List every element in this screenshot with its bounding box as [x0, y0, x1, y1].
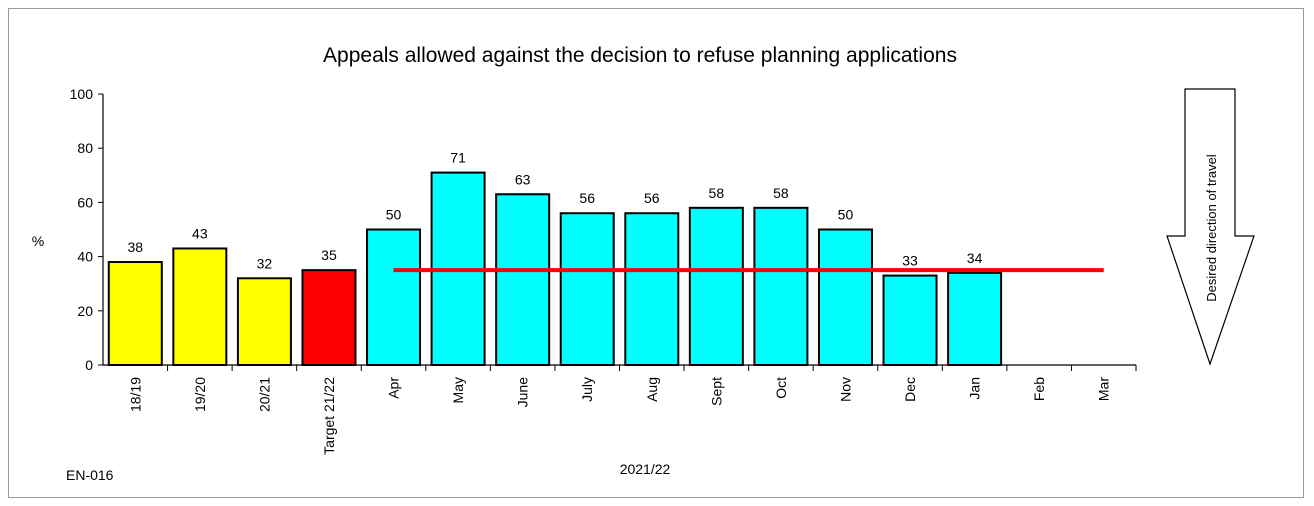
- direction-label: Desired direction of travel: [1204, 154, 1219, 302]
- bar: [947, 271, 1003, 366]
- data-label: 32: [257, 255, 273, 271]
- x-axis-label: 2021/22: [620, 461, 671, 477]
- category-label: Jan: [967, 377, 983, 400]
- category-label: Apr: [386, 377, 402, 399]
- category-label: Sept: [708, 377, 724, 406]
- data-label: 56: [644, 190, 660, 206]
- bar: [688, 206, 744, 366]
- category-label: Dec: [902, 377, 918, 402]
- data-label: 43: [192, 225, 208, 241]
- category-label: Feb: [1031, 377, 1047, 401]
- data-label: 56: [579, 190, 595, 206]
- category-label: June: [515, 377, 531, 408]
- bar: [753, 206, 809, 366]
- data-label: 38: [127, 239, 143, 255]
- data-label: 58: [773, 185, 789, 201]
- bar: [882, 274, 938, 367]
- data-label: 34: [967, 250, 983, 266]
- bar: [107, 261, 163, 366]
- y-tick-label: 20: [77, 303, 93, 319]
- bar: [817, 228, 873, 366]
- category-label: Mar: [1096, 377, 1112, 401]
- y-tick-label: 60: [77, 194, 93, 210]
- data-label: 58: [709, 185, 725, 201]
- y-tick-label: 40: [77, 249, 93, 265]
- y-axis-label: %: [32, 233, 44, 249]
- category-label: Oct: [773, 377, 789, 399]
- y-tick-label: 80: [77, 140, 93, 156]
- category-label: May: [450, 377, 466, 403]
- data-label: 50: [386, 207, 402, 223]
- y-tick-label: 0: [85, 357, 93, 373]
- bar: [366, 228, 422, 366]
- data-label: 35: [321, 247, 337, 263]
- bar: [624, 212, 680, 366]
- direction-arrow: Desired direction of travel: [1166, 88, 1255, 366]
- data-label: 63: [515, 171, 531, 187]
- category-label: Aug: [644, 377, 660, 402]
- y-tick-label: 100: [70, 86, 94, 102]
- category-label: 18/19: [127, 377, 143, 412]
- category-label: Nov: [837, 377, 853, 402]
- data-label: 33: [902, 253, 918, 269]
- bar: [172, 247, 228, 366]
- data-label: 50: [838, 207, 854, 223]
- category-label: Target 21/22: [321, 377, 337, 455]
- indicator-code: EN-016: [66, 467, 114, 483]
- category-label: July: [579, 377, 595, 402]
- bar: [559, 212, 615, 366]
- category-label: 20/21: [256, 377, 272, 412]
- bar: [495, 193, 551, 366]
- plot-area: 0 20 40 60 80 100 38 18/19 43 19/20 32 20/21 35 Targe…: [70, 86, 1137, 455]
- bar: [301, 269, 357, 366]
- category-label: 19/20: [192, 377, 208, 412]
- bar: [236, 277, 292, 366]
- chart-title: Appeals allowed against the decision to …: [323, 44, 957, 67]
- data-label: 71: [450, 150, 466, 166]
